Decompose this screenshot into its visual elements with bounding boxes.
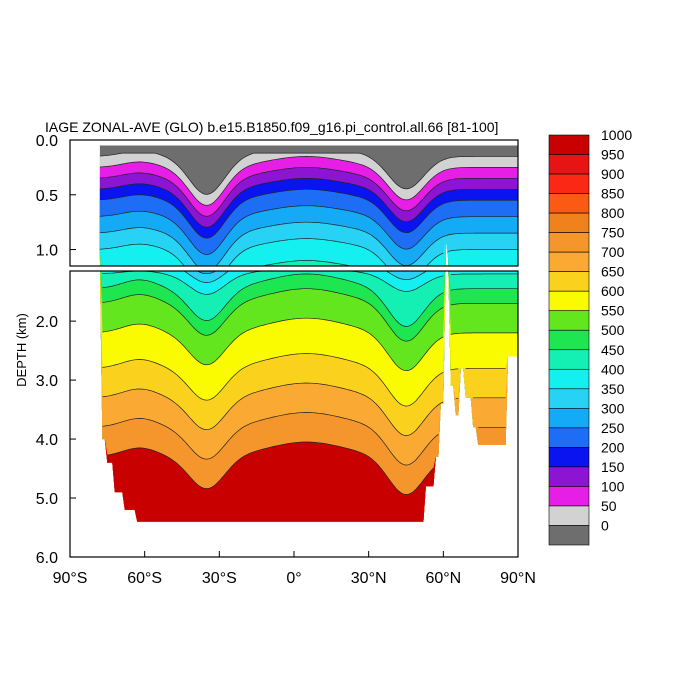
colorbar-swatch bbox=[548, 505, 590, 526]
colorbar-swatch bbox=[548, 271, 590, 292]
colorbar-swatch bbox=[548, 388, 590, 409]
y-axis-label: DEPTH (km) bbox=[14, 313, 29, 387]
colorbar-swatch bbox=[548, 212, 590, 233]
colorbar-swatch bbox=[548, 349, 590, 370]
x-tick-label: 90°S bbox=[53, 570, 88, 587]
contour-line-50 bbox=[99, 152, 518, 195]
y-tick-label: 1.0 bbox=[36, 243, 58, 260]
contour-band-1000 bbox=[100, 271, 518, 522]
contour-line-450 bbox=[102, 271, 518, 295]
colorbar-swatch bbox=[548, 368, 590, 390]
contour-line-500 bbox=[102, 273, 518, 327]
x-tick-label: 60°S bbox=[127, 570, 162, 587]
colorbar-swatch bbox=[548, 486, 590, 507]
contour-line-800 bbox=[107, 441, 434, 495]
colorbar-label: 450 bbox=[601, 342, 625, 358]
colorbar-label: 300 bbox=[601, 400, 625, 416]
colorbar-swatch bbox=[548, 173, 590, 194]
colorbar-label: 50 bbox=[601, 498, 617, 514]
contour-line-250 bbox=[99, 188, 518, 239]
colorbar-swatch bbox=[548, 427, 590, 448]
colorbar-swatch bbox=[548, 329, 590, 351]
colorbar: 1000950900850800750700650600550500450400… bbox=[548, 127, 632, 546]
colorbar-label: 750 bbox=[601, 225, 625, 241]
colorbar-swatch bbox=[548, 193, 590, 214]
upper-panel-frame bbox=[69, 139, 519, 267]
colorbar-label: 500 bbox=[601, 322, 625, 338]
y-tick-label: 6.0 bbox=[36, 550, 58, 567]
contour-line-800 bbox=[107, 584, 433, 682]
colorbar-label: 650 bbox=[601, 264, 625, 280]
contour-line-350 bbox=[99, 221, 518, 266]
contour-line-200 bbox=[99, 177, 518, 228]
contour-line-450 bbox=[133, 260, 353, 266]
y-tick-label: 4.0 bbox=[36, 432, 58, 449]
y-tick-label: 5.0 bbox=[36, 491, 58, 508]
x-tick-label: 60°N bbox=[425, 570, 461, 587]
x-axis: 90°S 60°S 30°S 0° 30°N 60°N 90°N bbox=[53, 551, 536, 587]
y-tick-label: 2.0 bbox=[36, 314, 58, 331]
contour-line-750 bbox=[102, 412, 506, 466]
x-tick-label: 90°N bbox=[500, 570, 536, 587]
colorbar-label: 900 bbox=[601, 166, 625, 182]
y-tick-label: 3.0 bbox=[36, 373, 58, 390]
colorbar-swatch bbox=[548, 466, 590, 487]
colorbar-swatch bbox=[548, 525, 590, 546]
colorbar-label: 250 bbox=[601, 420, 625, 436]
contour-line-550 bbox=[102, 288, 518, 342]
colorbar-swatch bbox=[548, 310, 590, 331]
x-tick-label: 30°S bbox=[202, 570, 237, 587]
colorbar-swatch bbox=[548, 408, 590, 429]
contour-line-700 bbox=[102, 382, 506, 436]
colorbar-label: 1000 bbox=[601, 127, 632, 143]
colorbar-label: 150 bbox=[601, 459, 625, 475]
colorbar-swatch bbox=[548, 134, 590, 155]
x-tick-label: 30°N bbox=[351, 570, 387, 587]
colorbar-label: 950 bbox=[601, 147, 625, 163]
colorbar-label: 600 bbox=[601, 283, 625, 299]
chart-title: IAGE ZONAL-AVE (GLO) b.e15.B1850.f09_g16… bbox=[45, 119, 498, 135]
colorbar-label: 100 bbox=[601, 478, 625, 494]
colorbar-label: 0 bbox=[601, 517, 609, 533]
upper-panel-contours bbox=[99, 145, 518, 682]
lower-panel-contours bbox=[100, 271, 518, 522]
contour-line-600 bbox=[102, 317, 518, 372]
colorbar-label: 200 bbox=[601, 439, 625, 455]
colorbar-label: 700 bbox=[601, 244, 625, 260]
contour-line-150 bbox=[99, 167, 518, 217]
colorbar-swatch bbox=[548, 232, 590, 253]
colorbar-label: 400 bbox=[601, 361, 625, 377]
colorbar-label: 850 bbox=[601, 186, 625, 202]
colorbar-label: 550 bbox=[601, 303, 625, 319]
colorbar-swatch bbox=[548, 447, 590, 468]
y-tick-label: 0.0 bbox=[36, 133, 58, 150]
contour-line-100 bbox=[99, 156, 518, 206]
colorbar-swatch bbox=[548, 290, 590, 312]
y-tick-label: 0.5 bbox=[36, 188, 58, 205]
colorbar-label: 350 bbox=[601, 381, 625, 397]
colorbar-swatch bbox=[548, 154, 590, 175]
contour-line-650 bbox=[102, 353, 506, 407]
colorbar-swatch bbox=[548, 251, 590, 272]
contour-line-300 bbox=[99, 205, 518, 255]
y-axis: 0.0 0.5 1.0 2.0 3.0 4.0 5.0 6.0 bbox=[36, 133, 76, 567]
colorbar-label: 800 bbox=[601, 205, 625, 221]
x-tick-label: 0° bbox=[286, 570, 301, 587]
contour-band-400 bbox=[99, 238, 518, 266]
